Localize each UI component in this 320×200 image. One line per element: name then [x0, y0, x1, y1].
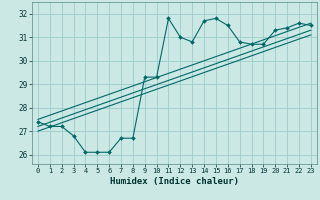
X-axis label: Humidex (Indice chaleur): Humidex (Indice chaleur)	[110, 177, 239, 186]
